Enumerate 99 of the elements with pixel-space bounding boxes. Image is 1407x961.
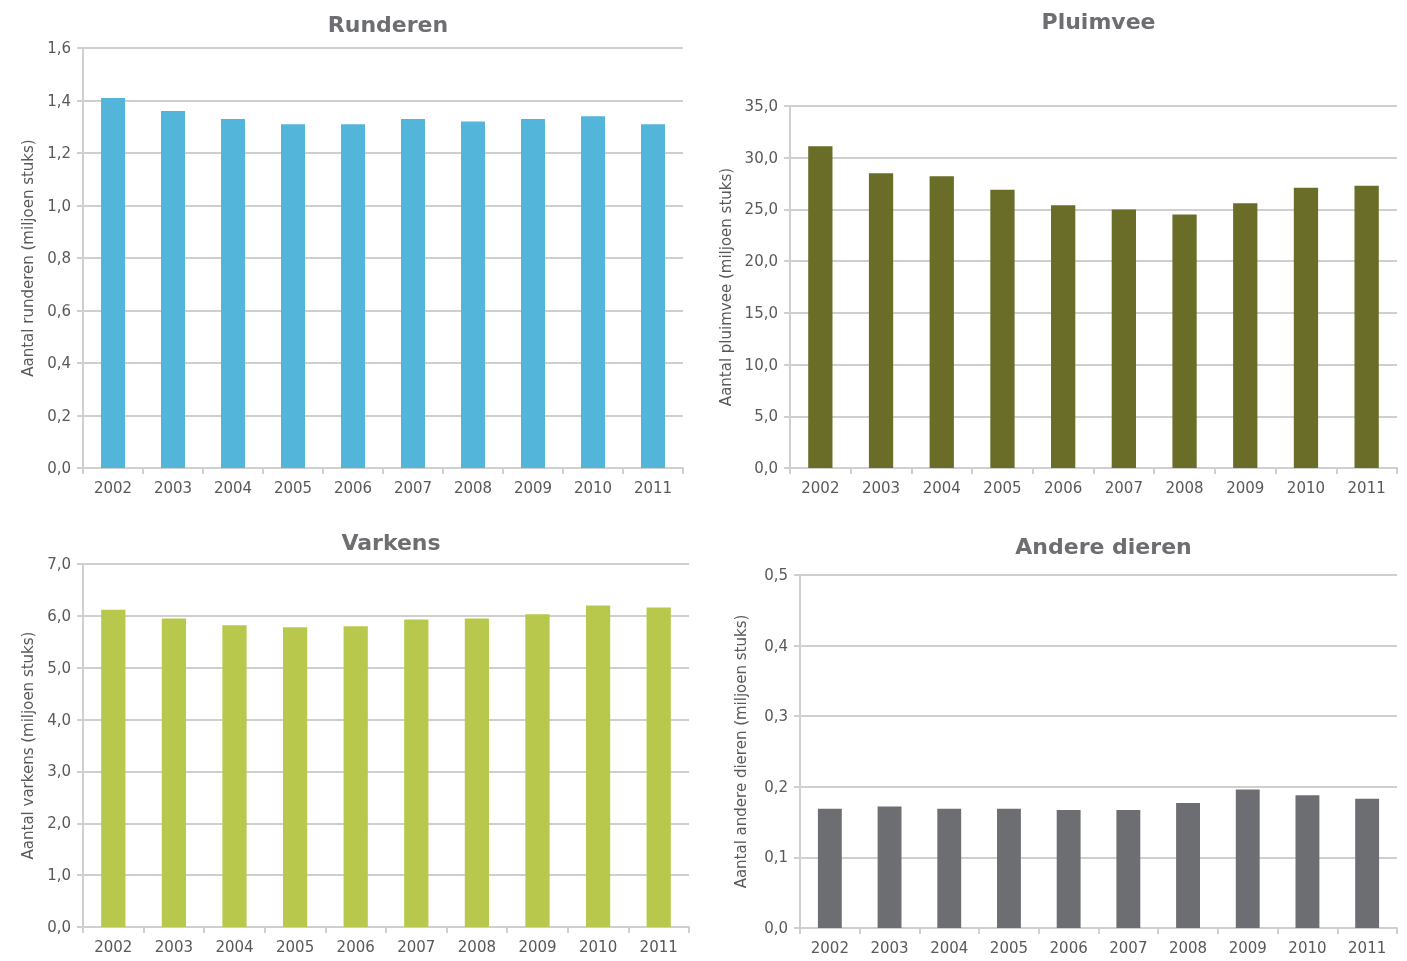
x-tick-label: 2008 bbox=[1168, 938, 1208, 957]
x-tick-label: 2003 bbox=[870, 938, 909, 957]
bar bbox=[1293, 187, 1319, 468]
y-tick-label: 0,0 bbox=[754, 459, 778, 477]
y-tick-label: 25,0 bbox=[744, 200, 778, 219]
y-tick-label: 0,6 bbox=[47, 301, 71, 320]
y-tick-label: 0,4 bbox=[47, 354, 71, 372]
x-tick-label: 2008 bbox=[1165, 478, 1204, 497]
x-tick-label: 2007 bbox=[1109, 938, 1148, 957]
y-axis-title: Aantal andere dieren (miljoen stuks) bbox=[731, 614, 750, 889]
x-tick-label: 2003 bbox=[861, 478, 901, 497]
x-tick-label: 2006 bbox=[336, 937, 375, 956]
y-axis-title: Aantal pluimvee (miljoen stuks) bbox=[717, 167, 736, 407]
bar bbox=[1295, 795, 1320, 928]
y-tick-label: 3,0 bbox=[47, 762, 71, 781]
x-tick-label: 2009 bbox=[513, 478, 553, 497]
x-tick-label: 2011 bbox=[1347, 478, 1386, 497]
y-tick-label: 0,4 bbox=[764, 636, 788, 655]
x-tick-label: 2007 bbox=[393, 478, 433, 497]
y-tick-label: 1,4 bbox=[47, 91, 71, 110]
y-axis-title: Aantal runderen (miljoen stuks) bbox=[18, 139, 37, 377]
chart-title: Pluimvee bbox=[1041, 8, 1156, 34]
x-tick-label: 2002 bbox=[810, 938, 849, 957]
x-tick-label: 2008 bbox=[453, 478, 493, 497]
y-tick-label: 20,0 bbox=[744, 252, 778, 271]
y-tick-label: 7,0 bbox=[47, 555, 71, 573]
x-tick-label: 2009 bbox=[518, 937, 557, 956]
bar bbox=[1172, 214, 1197, 468]
x-tick-label: 2009 bbox=[1226, 478, 1265, 497]
x-tick-label: 2005 bbox=[989, 938, 1029, 957]
bar bbox=[1233, 203, 1258, 468]
bar bbox=[1051, 205, 1076, 468]
x-tick-label: 2007 bbox=[1104, 478, 1143, 497]
chart-title: Andere dieren bbox=[1015, 533, 1192, 559]
y-tick-label: 35,0 bbox=[744, 97, 778, 115]
y-tick-label: 2,0 bbox=[47, 814, 71, 833]
y-tick-label: 0,1 bbox=[764, 848, 788, 867]
y-axis-title: Aantal varkens (miljoen stuks) bbox=[18, 631, 37, 860]
y-tick-label: 1,0 bbox=[47, 196, 71, 215]
x-tick-label: 2010 bbox=[1288, 938, 1327, 957]
y-tick-label: 6,0 bbox=[47, 606, 71, 625]
x-tick-label: 2004 bbox=[930, 938, 969, 957]
x-tick-label: 2002 bbox=[801, 478, 840, 497]
x-tick-label: 2010 bbox=[579, 937, 618, 956]
bar bbox=[1235, 789, 1260, 928]
y-tick-label: 4,0 bbox=[47, 710, 71, 729]
x-tick-label: 2009 bbox=[1228, 938, 1267, 957]
bar bbox=[868, 173, 894, 468]
bar bbox=[808, 146, 833, 468]
y-tick-label: 1,6 bbox=[47, 39, 71, 57]
x-tick-label: 2004 bbox=[213, 478, 253, 497]
x-tick-label: 2011 bbox=[633, 478, 673, 497]
x-tick-label: 2005 bbox=[273, 478, 313, 497]
x-tick-label: 2003 bbox=[153, 478, 193, 497]
y-tick-label: 0,3 bbox=[764, 707, 788, 726]
chart-title: Runderen bbox=[327, 11, 449, 37]
x-tick-label: 2010 bbox=[1286, 478, 1326, 497]
x-tick-label: 2005 bbox=[276, 937, 315, 956]
y-tick-label: 0,2 bbox=[47, 406, 71, 425]
bar bbox=[1056, 810, 1081, 928]
bar bbox=[1111, 209, 1136, 468]
bar bbox=[1355, 798, 1380, 928]
bar bbox=[1176, 803, 1200, 928]
y-tick-label: 0,0 bbox=[47, 918, 71, 936]
bar bbox=[1116, 810, 1141, 928]
x-tick-label: 2005 bbox=[983, 478, 1022, 497]
bar bbox=[817, 808, 842, 928]
chart-title: Varkens bbox=[341, 529, 441, 555]
x-tick-label: 2004 bbox=[215, 937, 254, 956]
bar bbox=[937, 808, 962, 928]
bar bbox=[1354, 185, 1379, 468]
x-tick-label: 2007 bbox=[397, 937, 436, 956]
x-tick-label: 2002 bbox=[94, 937, 133, 956]
y-tick-label: 5,0 bbox=[754, 407, 778, 426]
x-tick-label: 2002 bbox=[93, 478, 133, 497]
y-tick-label: 1,0 bbox=[47, 866, 71, 885]
y-tick-label: 0,8 bbox=[47, 249, 71, 267]
x-tick-label: 2008 bbox=[457, 937, 496, 956]
bar bbox=[929, 176, 954, 468]
y-tick-label: 0,5 bbox=[764, 566, 788, 584]
y-tick-label: 0,2 bbox=[764, 777, 788, 796]
x-tick-label: 2006 bbox=[1049, 938, 1088, 957]
bar bbox=[997, 808, 1021, 928]
bar bbox=[877, 806, 902, 928]
y-tick-label: 10,0 bbox=[744, 355, 778, 374]
y-tick-label: 1,2 bbox=[47, 144, 71, 162]
y-tick-label: 0,0 bbox=[47, 459, 71, 477]
x-tick-label: 2003 bbox=[154, 937, 193, 956]
x-tick-label: 2006 bbox=[333, 478, 373, 497]
bar bbox=[990, 189, 1015, 468]
x-tick-label: 2011 bbox=[1348, 938, 1387, 957]
x-tick-label: 2010 bbox=[573, 478, 613, 497]
y-tick-label: 5,0 bbox=[47, 658, 71, 677]
x-tick-label: 2011 bbox=[639, 937, 678, 956]
y-tick-label: 15,0 bbox=[744, 303, 778, 322]
y-tick-label: 30,0 bbox=[744, 148, 778, 167]
y-tick-label: 0,0 bbox=[764, 919, 788, 937]
x-tick-label: 2006 bbox=[1044, 478, 1083, 497]
x-tick-label: 2004 bbox=[922, 478, 961, 497]
